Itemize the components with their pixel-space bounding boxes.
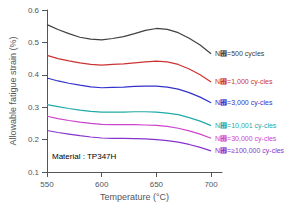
svg-text:N₟=≥100,000 cy-cles: N₟=≥100,000 cy-cles <box>215 147 285 155</box>
svg-text:N₟=1,000 cy-cles: N₟=1,000 cy-cles <box>215 78 273 86</box>
svg-text:0.1: 0.1 <box>28 168 40 177</box>
svg-text:0.2: 0.2 <box>28 135 40 144</box>
svg-text:Allowable fatigue strain (%): Allowable fatigue strain (%) <box>8 36 18 145</box>
svg-text:0.4: 0.4 <box>28 70 40 79</box>
svg-text:550: 550 <box>40 180 54 189</box>
svg-text:N₟=30,000 cy-cles: N₟=30,000 cy-cles <box>215 135 277 143</box>
svg-text:Material : TP347H: Material : TP347H <box>52 152 117 161</box>
svg-text:Temperature (°C): Temperature (°C) <box>100 192 169 202</box>
svg-text:700: 700 <box>204 180 218 189</box>
svg-text:600: 600 <box>95 180 109 189</box>
svg-text:N₟=3,000 cy-cles: N₟=3,000 cy-cles <box>215 99 273 107</box>
svg-text:0.5: 0.5 <box>28 38 40 47</box>
svg-text:N₟=500 cycles: N₟=500 cycles <box>215 50 265 58</box>
svg-text:650: 650 <box>150 180 164 189</box>
svg-text:N₟=10,001 cy-cles: N₟=10,001 cy-cles <box>215 122 277 130</box>
svg-text:0.6: 0.6 <box>28 6 40 15</box>
svg-text:0.3: 0.3 <box>28 103 40 112</box>
